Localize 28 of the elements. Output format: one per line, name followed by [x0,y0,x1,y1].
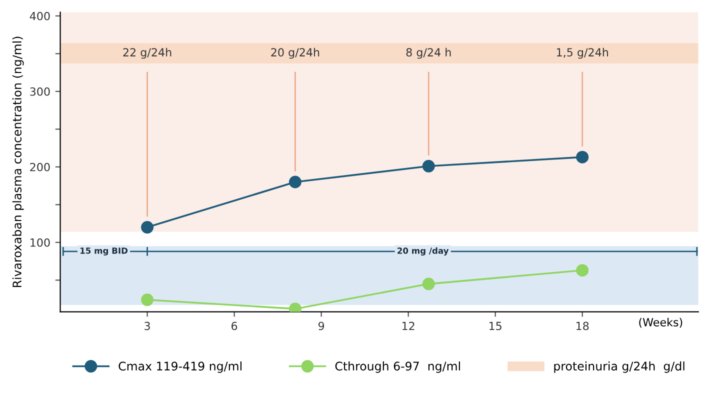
annotation: 20 mg /day [398,247,449,256]
x-axis-title: (Weeks) [639,318,682,328]
annotation: 8 g/24 h [406,48,451,59]
x-tick-label: 9 [318,322,324,330]
legend-label: Cmax 119-419 ng/ml [118,361,242,373]
point [422,160,435,172]
y-tick-label: 100 [30,238,50,247]
point [288,176,302,188]
point [422,278,435,290]
x-tick-label: 3 [144,322,150,330]
point [141,221,154,234]
legend-label: Cthrough 6-97 ng/ml [335,361,460,373]
annotation: 20 g/24h [271,48,320,59]
annotation: 15 mg BID [80,248,128,256]
annotation: 1,5 g/24h [556,48,608,59]
y-tick-label: 300 [30,87,50,96]
y-axis-title: Rivaroxaban plasma concentration (ng/ml) [12,36,24,288]
legend-label: proteinuria g/24h g/dl [554,361,684,373]
point [141,294,154,306]
point [576,150,589,164]
x-tick-label: 18 [576,322,589,330]
x-tick-label: 6 [232,322,238,330]
x-tick-label: 15 [489,322,502,330]
x-tick-label: 12 [402,322,414,330]
point [576,264,589,277]
y-tick-label: 400 [30,12,50,20]
y-tick-label: 200 [30,162,50,172]
annotation: 22 g/24h [123,48,172,59]
